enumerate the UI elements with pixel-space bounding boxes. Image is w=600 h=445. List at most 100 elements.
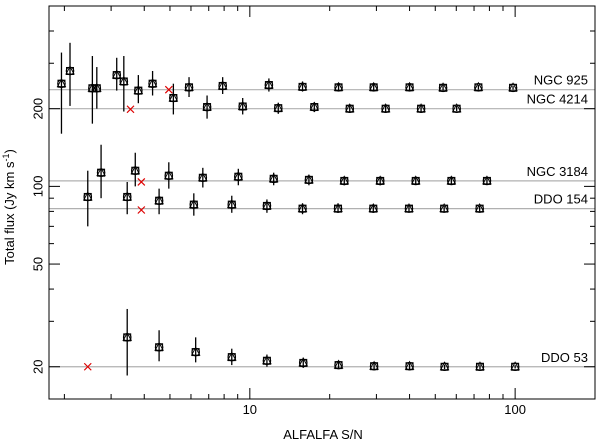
galaxy-label: NGC 3184 bbox=[527, 164, 588, 179]
triangle-marker bbox=[82, 191, 93, 201]
circle-marker bbox=[191, 347, 200, 357]
triangle-marker bbox=[410, 175, 421, 185]
circle-marker bbox=[298, 204, 307, 213]
triangle-marker bbox=[147, 78, 158, 88]
circle-marker bbox=[273, 103, 283, 113]
triangle-marker bbox=[368, 81, 379, 91]
outlier-cross bbox=[83, 362, 92, 371]
triangle-marker bbox=[451, 103, 462, 113]
circle-marker bbox=[440, 362, 449, 372]
y-tick-label: 200 bbox=[30, 98, 45, 120]
x-tick-label: 100 bbox=[504, 402, 526, 417]
circle-marker bbox=[368, 204, 378, 213]
circle-marker bbox=[227, 352, 237, 362]
circle-marker bbox=[339, 176, 349, 186]
circle-marker bbox=[475, 204, 484, 213]
circle-marker bbox=[65, 66, 75, 76]
triangle-marker bbox=[217, 80, 228, 90]
triangle-marker bbox=[333, 359, 344, 369]
circle-marker bbox=[130, 166, 140, 176]
outlier-crosses bbox=[83, 85, 173, 371]
triangle-marker bbox=[226, 351, 237, 361]
circle-marker bbox=[148, 79, 157, 88]
x-tick-label: 10 bbox=[243, 402, 257, 417]
triangle-marker bbox=[154, 195, 164, 205]
circle-marker bbox=[474, 83, 483, 92]
circle-marker bbox=[92, 83, 102, 93]
triangle-marker bbox=[87, 82, 98, 92]
triangle-marker bbox=[474, 203, 485, 213]
triangle-marker bbox=[508, 82, 518, 92]
triangle-marker bbox=[297, 81, 308, 91]
circle-marker bbox=[264, 80, 274, 90]
outlier-cross-stroke bbox=[137, 206, 146, 214]
circle-marker bbox=[154, 196, 164, 206]
outlier-cross-stroke bbox=[137, 178, 146, 186]
triangle-marker bbox=[473, 81, 484, 91]
triangle-marker bbox=[475, 361, 485, 371]
galaxy-label: NGC 925 bbox=[534, 73, 588, 88]
triangle-marker bbox=[510, 361, 520, 371]
circle-marker bbox=[238, 102, 247, 111]
galaxy-label: DDO 154 bbox=[534, 192, 588, 207]
outlier-cross-stroke bbox=[126, 105, 135, 114]
circle-marker bbox=[304, 175, 314, 185]
outlier-cross bbox=[126, 105, 135, 114]
circle-marker bbox=[375, 176, 385, 186]
circle-marker bbox=[381, 104, 390, 113]
x-axis-label: ALFALFA S/N bbox=[283, 427, 363, 442]
circle-marker bbox=[154, 342, 164, 352]
triangle-marker bbox=[190, 346, 201, 356]
triangle-marker bbox=[482, 175, 492, 185]
triangle-marker bbox=[130, 165, 141, 175]
triangle-marker bbox=[404, 81, 415, 91]
circle-marker bbox=[310, 102, 319, 112]
triangle-marker bbox=[163, 170, 174, 180]
triangle-marker bbox=[188, 199, 199, 209]
triangle-marker bbox=[233, 171, 244, 181]
circle-marker bbox=[96, 168, 106, 177]
circle-marker bbox=[262, 201, 272, 211]
circle-marker bbox=[405, 361, 414, 371]
y-axis-label-superscript: -1 bbox=[1, 154, 11, 162]
circle-marker bbox=[482, 176, 492, 186]
triangle-marker bbox=[439, 361, 450, 371]
triangle-marker bbox=[202, 101, 212, 111]
circle-marker bbox=[184, 83, 194, 92]
triangle-marker bbox=[268, 173, 279, 183]
triangle-marker bbox=[154, 341, 164, 351]
circle-marker bbox=[88, 83, 97, 93]
triangle-marker bbox=[369, 360, 379, 370]
circle-marker bbox=[262, 356, 272, 366]
triangle-marker bbox=[133, 85, 144, 95]
circle-marker bbox=[83, 192, 93, 202]
triangle-marker bbox=[56, 78, 67, 88]
circle-marker bbox=[298, 82, 307, 92]
circle-marker bbox=[411, 176, 421, 186]
circle-marker bbox=[227, 200, 237, 209]
y-axis-label-suffix: ) bbox=[2, 149, 17, 153]
circle-marker bbox=[198, 173, 208, 183]
triangle-marker bbox=[111, 69, 122, 79]
triangle-marker bbox=[122, 191, 133, 201]
triangle-marker bbox=[237, 100, 248, 110]
outlier-cross-stroke bbox=[164, 85, 173, 94]
circle-marker bbox=[57, 79, 66, 88]
triangle-marker bbox=[118, 75, 129, 85]
circle-marker bbox=[447, 176, 456, 186]
circle-marker bbox=[508, 83, 518, 93]
triangle-marker bbox=[297, 203, 308, 213]
circle-marker bbox=[218, 81, 227, 91]
triangle-marker bbox=[262, 200, 272, 210]
triangle-marker bbox=[333, 203, 343, 213]
outlier-cross-stroke bbox=[83, 362, 92, 371]
triangle-marker bbox=[333, 81, 344, 91]
y-axis-label: Total flux (Jy km s-1) bbox=[1, 149, 17, 265]
circle-marker bbox=[122, 333, 132, 342]
circle-marker bbox=[405, 83, 414, 92]
triangle-marker bbox=[226, 199, 237, 209]
galaxy-labels: NGC 925 NGC 4214 NGC 3184 DDO 154 DDO 53 bbox=[527, 73, 588, 365]
y-axis-label-main: Total flux (Jy km s bbox=[2, 161, 17, 265]
circle-marker bbox=[404, 204, 414, 213]
